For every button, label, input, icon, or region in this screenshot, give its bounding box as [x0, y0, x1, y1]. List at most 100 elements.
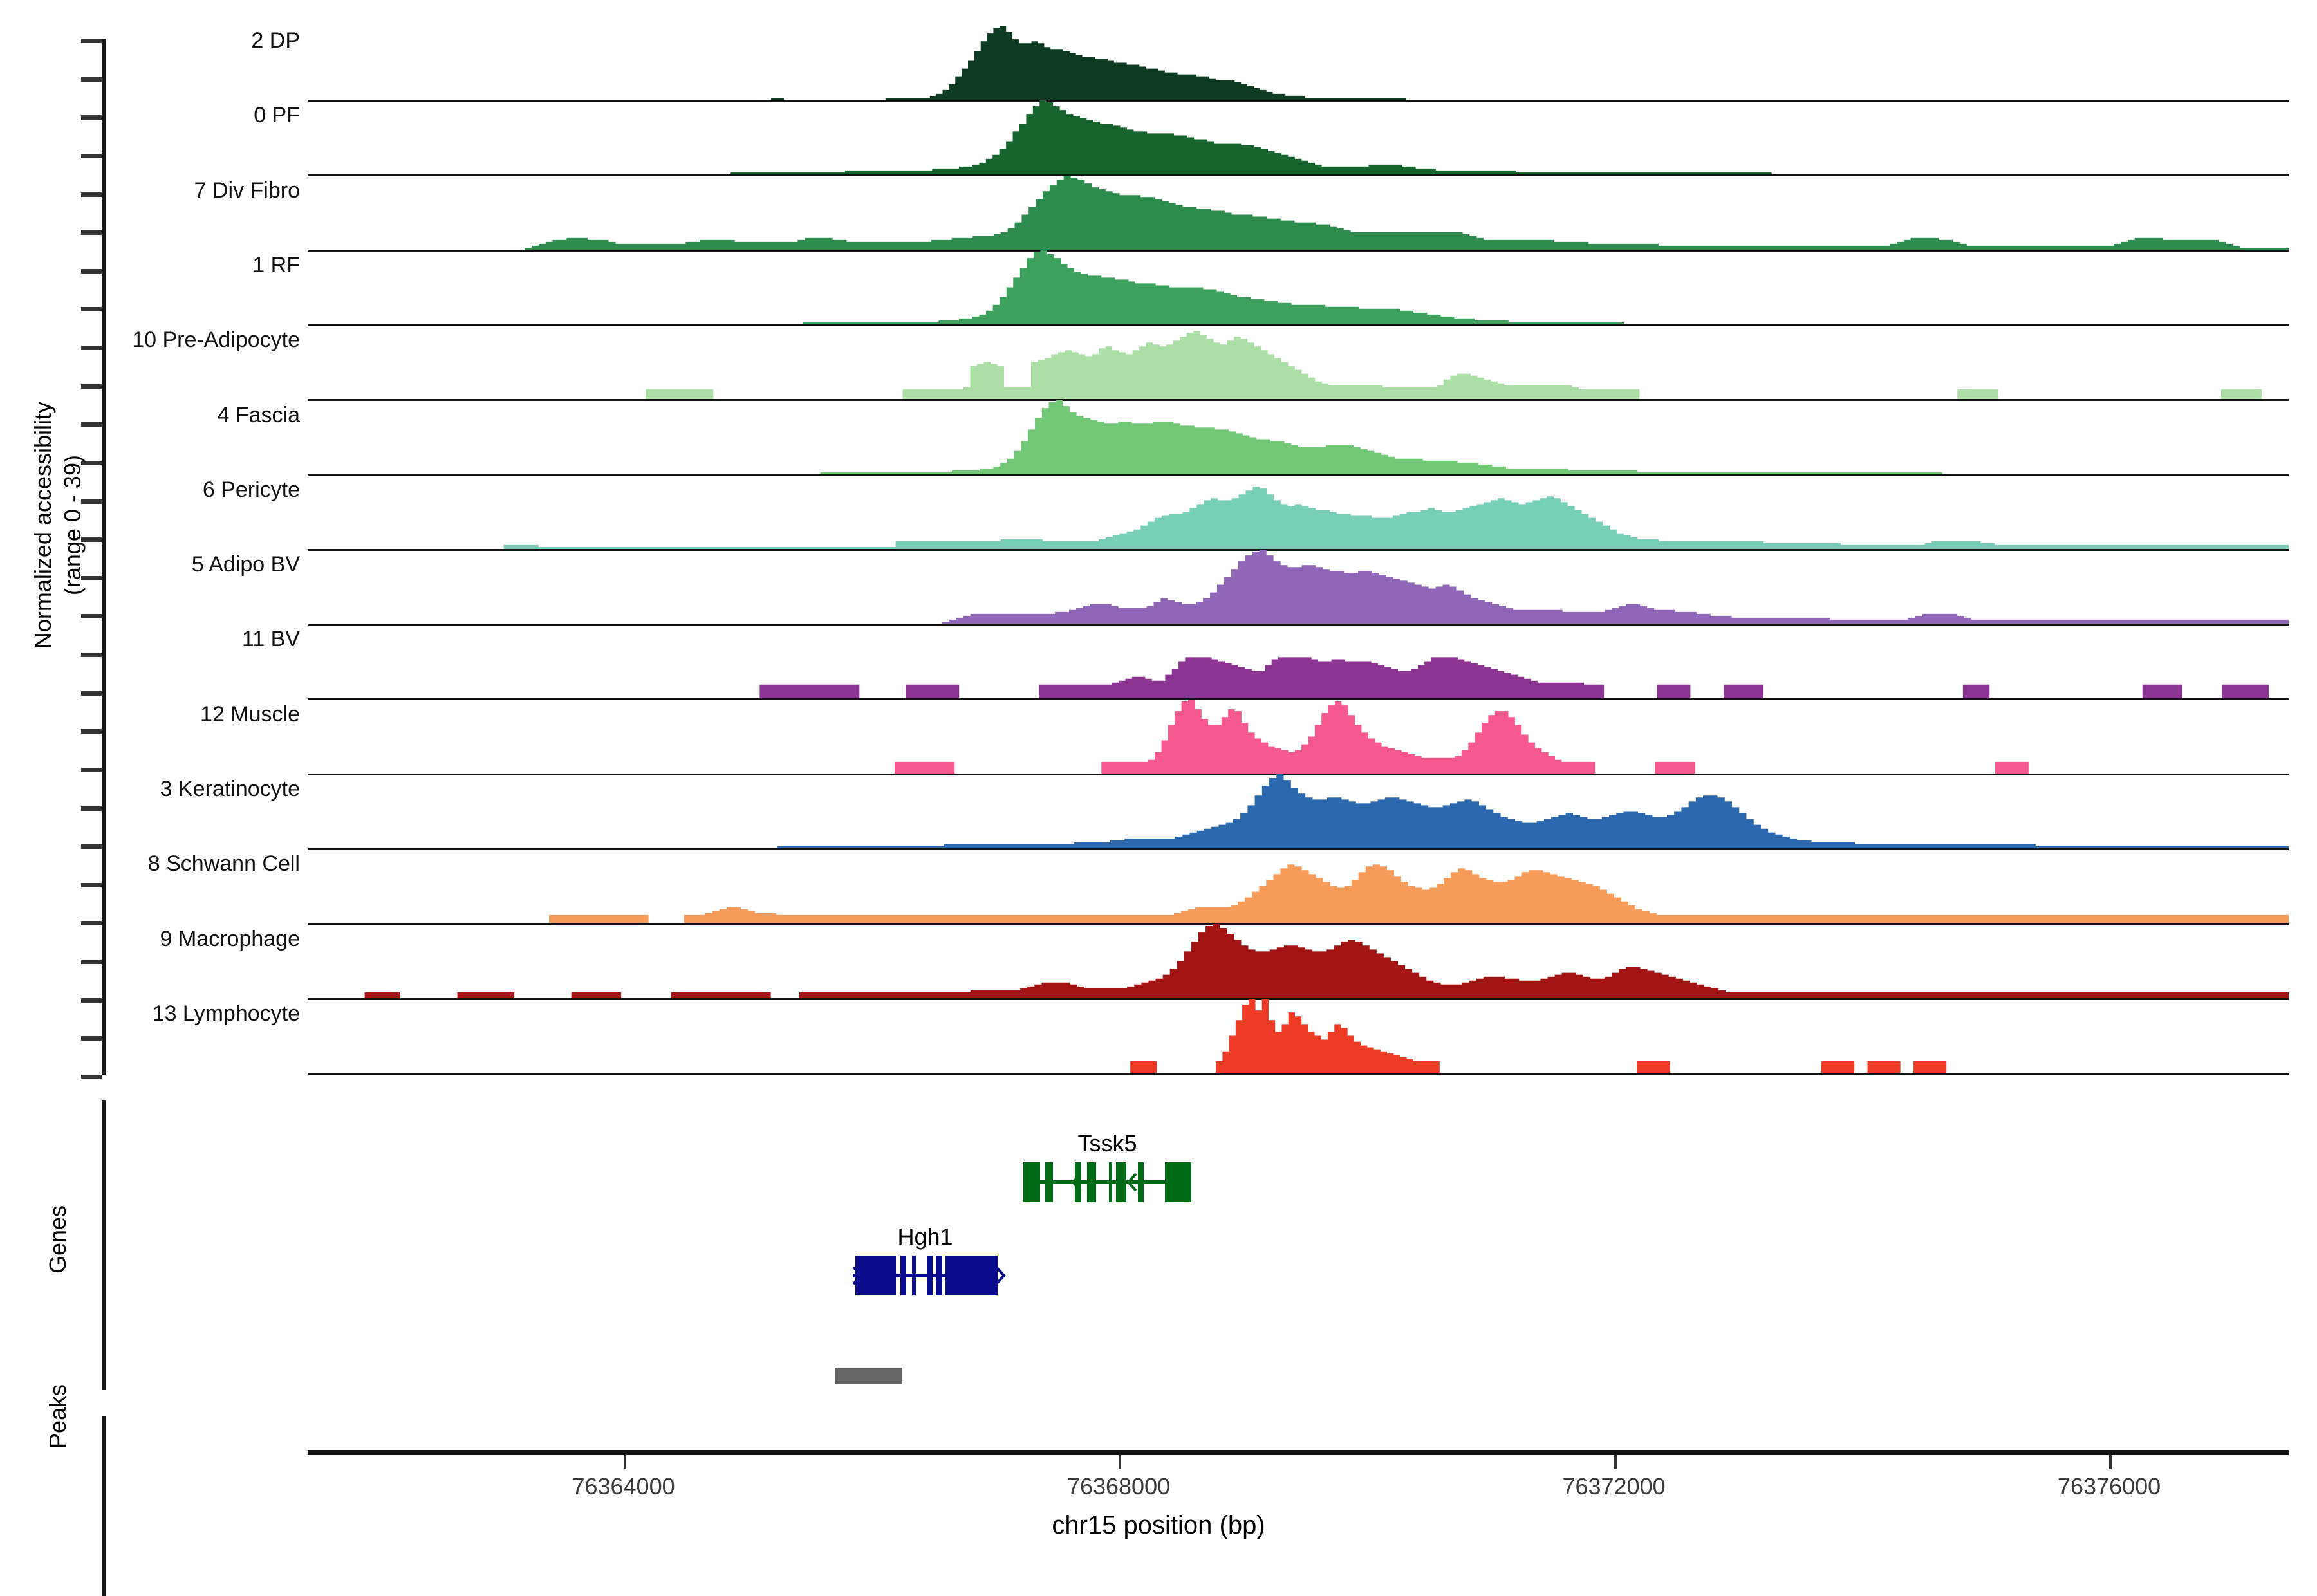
strand-arrow-icon	[991, 1265, 1010, 1286]
gene-exon	[1087, 1162, 1096, 1202]
y-axis-tick	[81, 307, 102, 312]
track-label: 2 DP	[251, 28, 300, 53]
coverage-area	[308, 250, 2289, 326]
coverage-track: 4 Fascia	[218, 400, 2289, 476]
coverage-area	[308, 400, 2289, 476]
track-baseline	[308, 548, 2289, 551]
coverage-track: 13 Lymphocyte	[153, 998, 2289, 1075]
x-axis-tick	[1614, 1455, 1617, 1469]
track-baseline	[308, 1072, 2289, 1075]
y-axis-tick	[81, 422, 102, 427]
y-axis-tick	[81, 230, 102, 236]
genes-axis-spine	[102, 1100, 106, 1390]
track-label: 1 RF	[252, 252, 300, 277]
x-axis-tick	[2109, 1455, 2112, 1469]
gene-exon	[936, 1256, 942, 1295]
coverage-track: 7 Div Fibro	[194, 175, 2289, 252]
gene-exon	[1045, 1162, 1053, 1202]
track-baseline	[308, 773, 2289, 775]
coverage-area	[308, 923, 2289, 1000]
gene-name-label: Hgh1	[897, 1223, 953, 1250]
y-axis-tick	[81, 153, 102, 158]
y-axis-tick	[81, 1075, 102, 1079]
track-baseline	[308, 249, 2289, 252]
coverage-area	[308, 657, 2289, 701]
coverage-area	[308, 998, 2289, 1075]
gene-model[interactable]: Tssk5	[1023, 1130, 1191, 1229]
gene-body	[852, 1256, 1006, 1295]
y-axis-tick	[81, 575, 102, 580]
y-axis-tick	[81, 384, 102, 389]
track-baseline	[308, 474, 2289, 476]
gene-exon	[900, 1256, 906, 1295]
y-axis-tick	[81, 691, 102, 696]
x-axis-tick-label: 76364000	[572, 1473, 675, 1499]
y-axis-tick	[81, 921, 102, 926]
coverage-track: 11 BV	[242, 624, 2289, 701]
coverage-track: 5 Adipo BV	[192, 550, 2289, 626]
peak-region-bar[interactable]	[835, 1368, 902, 1384]
genes-panel-label: Genes	[44, 1205, 71, 1274]
track-baseline	[308, 698, 2289, 701]
strand-arrow-icon	[1068, 1171, 1087, 1193]
coverage-track: 10 Pre-Adipocyte	[132, 325, 2289, 402]
gene-exon	[927, 1256, 933, 1295]
track-label: 12 Muscle	[200, 701, 300, 727]
track-baseline	[308, 848, 2289, 850]
coverage-track: 0 PF	[254, 100, 2289, 177]
gene-model[interactable]: Hgh1	[852, 1223, 1006, 1322]
y-axis-tick	[81, 767, 102, 772]
strand-arrow-icon	[1123, 1171, 1142, 1193]
y-axis-tick	[81, 268, 102, 274]
x-axis-tick	[623, 1455, 626, 1469]
coverage-area	[308, 699, 2289, 775]
coverage-area	[308, 175, 2289, 252]
coverage-area	[308, 550, 2289, 626]
x-axis-line	[308, 1450, 2289, 1455]
gene-exon	[912, 1256, 916, 1295]
y-axis-tick	[81, 346, 102, 351]
y-axis-tick	[81, 729, 102, 734]
track-label: 5 Adipo BV	[191, 552, 300, 577]
track-label: 6 Pericyte	[202, 477, 300, 502]
x-axis-tick-label: 76368000	[1066, 1473, 1171, 1499]
gene-exon	[1138, 1162, 1144, 1202]
gene-intron-line	[1023, 1180, 1191, 1184]
coverage-area	[308, 864, 2289, 925]
gene-exon	[1075, 1162, 1081, 1202]
coverage-y-axis-spine	[81, 39, 106, 1079]
y-axis-tick	[81, 806, 102, 811]
coverage-area	[308, 331, 2289, 402]
coverage-track: 2 DP	[251, 26, 2289, 102]
strand-arrow-icon	[848, 1265, 867, 1286]
y-axis-tick	[81, 537, 102, 543]
y-axis-tick	[81, 960, 102, 965]
y-axis-tick	[81, 192, 102, 197]
gene-intron-line	[853, 1274, 998, 1277]
coverage-area	[308, 774, 2289, 850]
x-axis-tick-label: 76376000	[2057, 1473, 2161, 1499]
track-label: 7 Div Fibro	[194, 178, 300, 203]
gene-exon	[1023, 1162, 1040, 1202]
gene-name-label: Tssk5	[1077, 1130, 1137, 1156]
coverage-area	[308, 26, 2289, 102]
track-baseline	[308, 324, 2289, 326]
track-label: 8 Schwann Cell	[147, 851, 300, 877]
track-label: 9 Macrophage	[160, 926, 300, 951]
x-axis-tick	[1119, 1455, 1122, 1469]
track-baseline	[308, 174, 2289, 177]
gene-exon	[1165, 1162, 1191, 1202]
track-label: 11 BV	[241, 627, 300, 652]
track-baseline	[308, 399, 2289, 402]
y-axis-tick	[81, 39, 102, 43]
y-axis-tick	[81, 499, 102, 504]
coverage-track: 12 Muscle	[200, 699, 2289, 775]
gene-exon	[1109, 1162, 1112, 1202]
peaks-axis-spine	[102, 1416, 106, 1596]
gene-exon	[1116, 1162, 1126, 1202]
y-axis-tick	[81, 653, 102, 658]
coverage-area	[308, 100, 2289, 177]
y-axis-tick	[81, 882, 102, 887]
track-baseline	[308, 624, 2289, 626]
x-axis-tick-label: 76372000	[1562, 1473, 1666, 1499]
